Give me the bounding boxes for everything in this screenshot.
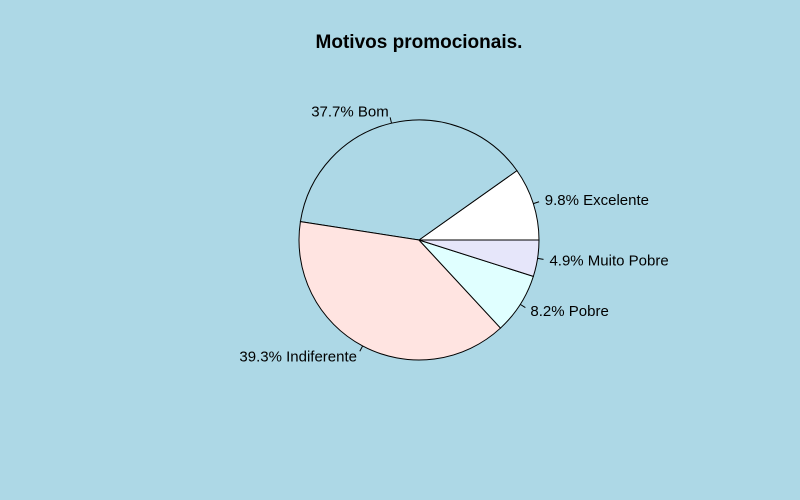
- label-tick-muito-pobre: [537, 257, 544, 260]
- chart-title: Motivos promocionais.: [316, 32, 523, 53]
- label-tick-indiferente: [359, 345, 364, 352]
- label-tick-pobre: [520, 303, 526, 308]
- label-tick-excelente: [533, 201, 540, 205]
- label-ticks: [359, 117, 544, 352]
- slice-label-excelente: 9.8% Excelente: [545, 192, 649, 209]
- label-tick-bom: [389, 117, 392, 124]
- pie-slices: [298, 119, 540, 361]
- pie-slice-indiferente: [298, 221, 502, 361]
- slice-label-muito-pobre: 4.9% Muito Pobre: [549, 252, 668, 269]
- slice-label-indiferente: 39.3% Indiferente: [239, 349, 357, 366]
- slice-labels: 9.8% Excelente 37.7% Bom 39.3% Indiferente…: [239, 104, 668, 366]
- pie-slice-muito-pobre: [418, 239, 540, 278]
- slice-label-bom: 37.7% Bom: [311, 104, 389, 121]
- pie-slice-excelente: [417, 169, 540, 241]
- slice-label-pobre: 8.2% Pobre: [530, 303, 608, 320]
